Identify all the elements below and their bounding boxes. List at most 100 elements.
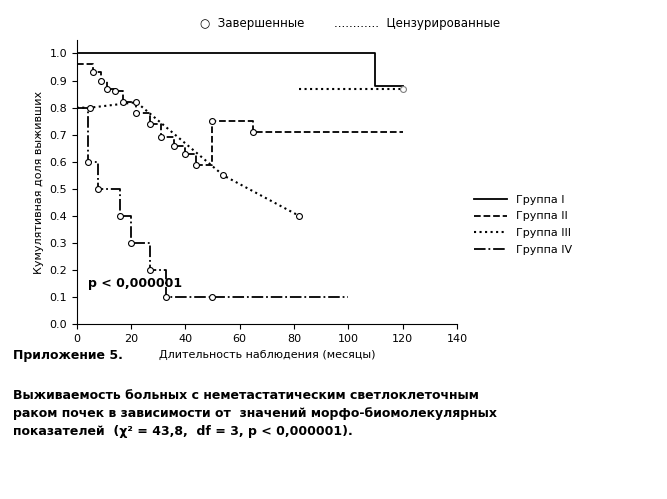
Группа I	[235, 50, 243, 56]
Группа II	[249, 129, 257, 135]
Point	[207, 293, 218, 301]
Legend: Группа I, Группа II, Группа III, Группа IV: Группа I, Группа II, Группа III, Группа …	[474, 195, 572, 255]
Группа I	[121, 50, 129, 56]
Point	[155, 133, 166, 141]
Группа I	[113, 50, 121, 56]
Point	[145, 266, 155, 274]
Line: Группа I: Группа I	[77, 53, 403, 86]
Группа I	[263, 50, 271, 56]
Группа II	[209, 162, 217, 168]
Группа I	[181, 50, 189, 56]
Группа I	[372, 83, 380, 89]
Point	[101, 85, 112, 93]
Группа I	[290, 50, 298, 56]
Группа II	[89, 61, 97, 67]
Point	[117, 98, 128, 106]
X-axis label: Длительность наблюдения (месяцы): Длительность наблюдения (месяцы)	[159, 350, 375, 360]
Группа I	[263, 50, 271, 56]
Группа IV	[162, 294, 170, 300]
Группа II	[73, 61, 81, 67]
Группа I	[154, 50, 162, 56]
Группа I	[344, 50, 352, 56]
Point	[398, 85, 408, 93]
Point	[131, 109, 142, 117]
Группа II	[209, 118, 217, 124]
Line: Группа II: Группа II	[77, 64, 403, 165]
Point	[125, 239, 136, 247]
Группа I	[290, 50, 298, 56]
Point	[191, 161, 201, 169]
Группа II	[119, 88, 127, 94]
Группа II	[249, 118, 257, 124]
Группа IV	[127, 213, 135, 219]
Группа I	[141, 50, 149, 56]
Группа II	[181, 143, 189, 149]
Группа II	[111, 86, 119, 92]
Группа I	[89, 50, 97, 56]
Point	[294, 212, 305, 220]
Point	[180, 150, 191, 158]
Группа II	[97, 77, 105, 83]
Point	[145, 120, 155, 128]
Группа IV	[73, 105, 81, 111]
Группа IV	[146, 267, 154, 273]
Point	[82, 158, 93, 166]
Point	[207, 117, 218, 125]
Группа III	[219, 172, 227, 178]
Группа II	[146, 110, 154, 116]
Y-axis label: Кумулятивная доля выживших: Кумулятивная доля выживших	[33, 91, 43, 273]
Группа I	[344, 50, 352, 56]
Группа I	[209, 50, 217, 56]
Группа II	[103, 77, 111, 83]
Группа I	[95, 50, 103, 56]
Группа II	[171, 134, 179, 140]
Line: Группа III: Группа III	[77, 102, 299, 216]
Группа IV	[344, 294, 352, 300]
Группа I	[73, 50, 81, 56]
Группа III	[133, 99, 141, 105]
Группа II	[157, 134, 165, 140]
Группа II	[133, 110, 141, 116]
Группа I	[127, 50, 135, 56]
Группа III	[219, 172, 227, 178]
Группа III	[295, 213, 303, 219]
Point	[96, 76, 107, 84]
Группа IV	[83, 159, 91, 165]
Группа IV	[127, 240, 135, 246]
Text: ............  Цензурированные: ............ Цензурированные	[334, 17, 500, 30]
Группа II	[399, 129, 407, 135]
Point	[169, 142, 180, 150]
Point	[93, 185, 104, 193]
Группа IV	[116, 186, 124, 192]
Группа II	[89, 69, 97, 75]
Группа I	[105, 50, 113, 56]
Группа I	[209, 50, 217, 56]
Группа IV	[162, 267, 170, 273]
Point	[161, 293, 171, 301]
Группа IV	[209, 294, 217, 300]
Группа I	[121, 50, 129, 56]
Point	[85, 104, 95, 112]
Группа I	[399, 83, 407, 89]
Группа II	[181, 151, 189, 157]
Группа III	[86, 105, 94, 111]
Группа I	[317, 50, 325, 56]
Группа I	[141, 50, 149, 56]
Группа III	[86, 105, 94, 111]
Группа I	[127, 50, 135, 56]
Группа II	[157, 121, 165, 127]
Line: Группа IV: Группа IV	[77, 108, 348, 297]
Text: p < 0,000001: p < 0,000001	[88, 277, 182, 290]
Группа II	[192, 151, 200, 157]
Группа II	[192, 162, 200, 168]
Группа I	[317, 50, 325, 56]
Группа II	[171, 143, 179, 149]
Группа II	[146, 121, 154, 127]
Группа III	[295, 213, 303, 219]
Группа IV	[209, 294, 217, 300]
Группа IV	[95, 186, 103, 192]
Группа IV	[344, 294, 352, 300]
Группа II	[133, 99, 141, 105]
Группа I	[100, 50, 108, 56]
Группа IV	[146, 240, 154, 246]
